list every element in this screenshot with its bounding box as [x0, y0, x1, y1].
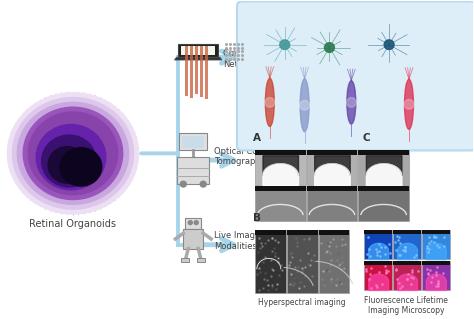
Ellipse shape [28, 112, 118, 195]
Bar [177, 157, 209, 184]
Circle shape [180, 181, 186, 187]
Bar [358, 151, 409, 185]
Ellipse shape [8, 93, 138, 214]
Bar [183, 229, 203, 249]
Bar [287, 230, 318, 293]
Bar [393, 261, 421, 290]
Circle shape [300, 100, 310, 110]
Text: Hyperspectral imaging: Hyperspectral imaging [258, 298, 346, 307]
Bar [287, 230, 318, 235]
Ellipse shape [60, 148, 102, 186]
Bar [422, 261, 450, 265]
Bar [200, 46, 203, 97]
Polygon shape [182, 46, 215, 55]
Bar [185, 218, 201, 229]
Bar [197, 258, 205, 262]
Bar [255, 186, 306, 221]
Bar [364, 230, 392, 234]
Text: C: C [362, 133, 370, 143]
Bar [307, 151, 357, 155]
Bar [255, 230, 286, 235]
Ellipse shape [42, 135, 96, 187]
Bar [190, 46, 193, 98]
Bar [393, 230, 421, 234]
Ellipse shape [23, 107, 123, 199]
Circle shape [200, 181, 206, 187]
Bar [422, 261, 450, 290]
Bar [255, 186, 306, 191]
Ellipse shape [300, 79, 309, 132]
Bar [205, 46, 208, 99]
Bar [182, 136, 204, 148]
Bar [364, 261, 392, 290]
Bar [195, 46, 198, 94]
Bar [307, 186, 357, 191]
Ellipse shape [404, 79, 413, 129]
Polygon shape [178, 44, 218, 57]
Text: Live Imaging
Modalities: Live Imaging Modalities [214, 231, 268, 251]
Bar [255, 230, 286, 293]
Bar [422, 230, 450, 234]
Bar [364, 261, 392, 265]
Bar [358, 186, 409, 191]
Text: B: B [253, 213, 261, 223]
Bar [422, 230, 450, 259]
Circle shape [346, 98, 356, 107]
Bar [307, 151, 357, 185]
Text: Optical Coherence
Tomography: Optical Coherence Tomography [214, 146, 292, 166]
Text: Retinal Organoids: Retinal Organoids [29, 219, 117, 229]
Bar [185, 46, 188, 96]
Circle shape [280, 40, 290, 49]
Circle shape [265, 98, 275, 107]
Bar [307, 186, 357, 221]
FancyBboxPatch shape [237, 1, 474, 151]
Bar [179, 133, 207, 151]
Bar [364, 230, 392, 259]
Text: A: A [253, 133, 261, 143]
Bar [319, 230, 349, 293]
Bar [393, 230, 421, 259]
Ellipse shape [17, 102, 128, 204]
Bar [358, 186, 409, 221]
Ellipse shape [265, 78, 274, 126]
Bar [255, 151, 306, 155]
Circle shape [194, 221, 198, 225]
Bar [393, 261, 421, 265]
Bar [182, 258, 189, 262]
Ellipse shape [36, 124, 106, 190]
Circle shape [325, 43, 335, 52]
Circle shape [384, 40, 394, 49]
Text: Fluorescence Lifetime
Imaging Microscopy: Fluorescence Lifetime Imaging Microscopy [364, 296, 448, 315]
Circle shape [404, 100, 414, 109]
Polygon shape [174, 57, 222, 60]
Bar [358, 151, 409, 155]
Bar [319, 230, 349, 235]
Ellipse shape [347, 81, 356, 124]
Ellipse shape [48, 147, 86, 183]
Bar [255, 151, 306, 185]
Circle shape [188, 221, 192, 225]
Text: Convolutional Neural
Networks: Convolutional Neural Networks [223, 49, 311, 69]
Ellipse shape [12, 98, 134, 209]
